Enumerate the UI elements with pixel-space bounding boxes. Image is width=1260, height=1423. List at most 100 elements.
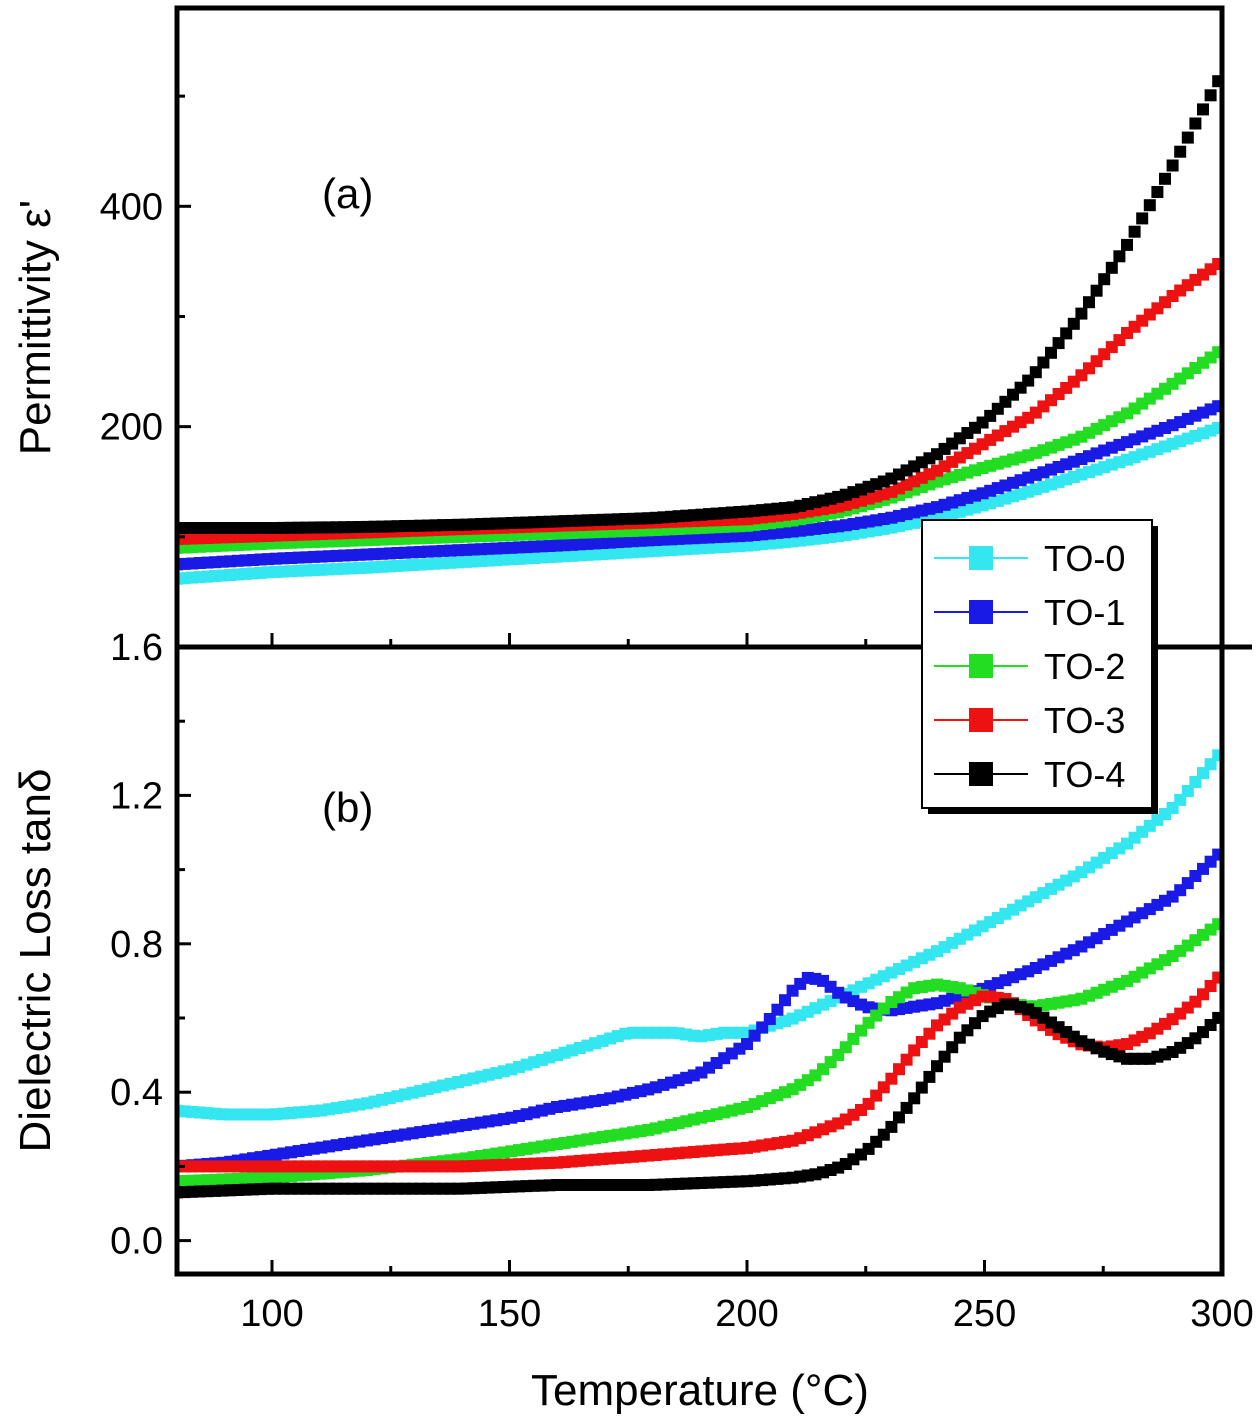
series-layer — [177, 75, 1222, 1199]
x-tick-label: 300 — [1190, 1293, 1253, 1335]
y-tick-label: 0.4 — [110, 1072, 163, 1114]
legend-marker — [969, 654, 993, 678]
label-layer: 100 150 200 250 300 200 400 (a) Permittivity ε' 0… — [11, 170, 1254, 1415]
legend-box — [921, 519, 1153, 809]
data-point — [1121, 238, 1133, 251]
y-tick-label: 0.0 — [110, 1221, 163, 1263]
data-point — [1166, 1013, 1179, 1026]
data-point — [931, 1060, 943, 1073]
series-to-0-loss — [177, 749, 1222, 1121]
legend-item: TO-1 — [934, 592, 1125, 633]
data-point — [718, 507, 731, 520]
data-point — [817, 503, 829, 516]
data-point — [1151, 186, 1164, 198]
series-to-3-permittivity — [177, 258, 1222, 545]
data-point — [885, 1120, 898, 1133]
data-point — [763, 1013, 776, 1025]
series-to-4-permittivity — [177, 75, 1222, 534]
legend-marker — [969, 546, 993, 570]
data-point — [1022, 411, 1035, 424]
legend-marker — [969, 600, 993, 624]
legend-label: TO-2 — [1044, 646, 1125, 687]
data-point — [1212, 848, 1222, 861]
legend-label: TO-0 — [1044, 538, 1125, 579]
legend-item: TO-3 — [934, 700, 1125, 741]
data-point — [703, 508, 715, 521]
data-point — [763, 1019, 776, 1032]
y-tick-label: 1.6 — [110, 627, 163, 669]
series-to-0-permittivity — [177, 422, 1222, 585]
legend-item: TO-2 — [934, 646, 1125, 687]
data-point — [1022, 471, 1035, 484]
data-point — [1022, 895, 1035, 908]
data-point — [1128, 225, 1141, 238]
data-point — [969, 1017, 981, 1030]
data-point — [1029, 366, 1042, 379]
series-to-1-loss — [177, 848, 1222, 1173]
data-point — [1174, 145, 1187, 158]
data-point — [710, 507, 723, 520]
data-point — [1075, 307, 1088, 320]
legend-label: TO-3 — [1044, 700, 1125, 741]
data-point — [893, 1111, 905, 1124]
data-point — [1022, 965, 1035, 978]
data-point — [1212, 346, 1222, 359]
data-point — [1212, 258, 1222, 270]
data-point — [915, 1081, 928, 1094]
data-point — [832, 500, 845, 513]
axes-layer — [174, 5, 1252, 1277]
data-point — [1212, 749, 1222, 762]
data-point — [1143, 199, 1156, 212]
series-to-1-permittivity — [177, 400, 1222, 571]
data-point — [900, 508, 913, 521]
data-point — [1060, 327, 1073, 340]
x-tick-label: 250 — [953, 1293, 1016, 1335]
data-point — [1189, 117, 1202, 130]
data-point — [931, 501, 943, 514]
data-point — [1022, 449, 1035, 462]
data-point — [1159, 172, 1171, 185]
data-point — [1166, 159, 1179, 172]
data-point — [771, 1003, 784, 1016]
data-point — [1052, 1021, 1065, 1034]
panel-label: (b) — [322, 784, 373, 831]
data-point — [1136, 212, 1149, 225]
data-point — [1212, 971, 1222, 984]
data-point — [1045, 346, 1057, 359]
data-point — [756, 504, 769, 517]
data-point — [1151, 1022, 1164, 1035]
x-tick-label: 100 — [240, 1293, 303, 1335]
data-point — [1113, 250, 1126, 263]
y-tick-label: 400 — [100, 186, 163, 228]
data-point — [961, 503, 974, 516]
legend-marker — [969, 762, 993, 786]
y-axis-title: Permittivity ε' — [11, 200, 60, 455]
data-point — [1212, 75, 1222, 88]
y-tick-label: 200 — [100, 407, 163, 449]
legend-label: TO-1 — [1044, 592, 1125, 633]
legend-marker — [969, 708, 993, 732]
data-point — [1090, 284, 1103, 297]
data-point — [900, 1053, 913, 1066]
data-point — [885, 1072, 898, 1085]
data-point — [893, 1063, 905, 1076]
data-point — [1105, 261, 1118, 274]
panel-label: (a) — [322, 170, 373, 217]
data-point — [1212, 400, 1222, 413]
data-point — [946, 1041, 959, 1054]
data-point — [938, 1050, 951, 1063]
data-point — [1022, 485, 1035, 498]
legend-label: TO-4 — [1044, 754, 1125, 795]
data-point — [1083, 296, 1095, 309]
data-point — [908, 1092, 921, 1105]
data-point — [1212, 1011, 1222, 1024]
x-tick-label: 200 — [715, 1293, 778, 1335]
legend-item: TO-4 — [934, 754, 1125, 795]
data-point — [763, 510, 776, 523]
legend-item: TO-0 — [934, 538, 1125, 579]
series-to-4-loss — [177, 998, 1222, 1199]
data-point — [1098, 273, 1111, 286]
y-axis-title: Dielectric Loss tanδ — [11, 769, 60, 1153]
data-point — [1204, 89, 1217, 102]
